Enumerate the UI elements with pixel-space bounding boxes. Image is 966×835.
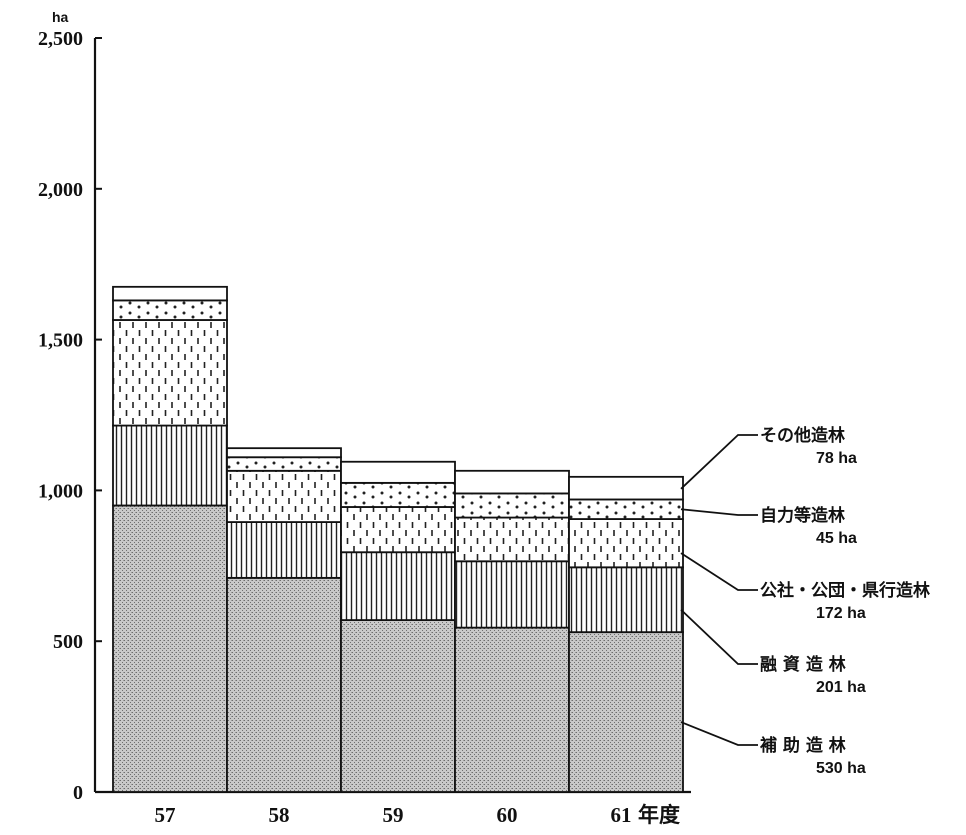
legend-value: 530 ha bbox=[816, 760, 866, 777]
legend-label: 補 助 造 林 bbox=[759, 735, 846, 756]
legend-leader-line bbox=[680, 609, 758, 665]
legend-value: 78 ha bbox=[816, 450, 857, 467]
bar-stack bbox=[454, 469, 570, 793]
bar-segment bbox=[454, 492, 570, 519]
bar-segment bbox=[454, 469, 570, 495]
x-tick-label: 59 bbox=[383, 803, 404, 827]
legend-value: 172 ha bbox=[816, 605, 866, 622]
bar-segment bbox=[568, 518, 684, 569]
legend-value: 201 ha bbox=[816, 679, 866, 696]
bar-segment bbox=[568, 498, 684, 520]
y-tick-label: 1,500 bbox=[38, 330, 83, 352]
bar-segment bbox=[112, 319, 228, 427]
x-unit-label: 年度 bbox=[638, 803, 680, 827]
y-tick-label: 500 bbox=[53, 631, 83, 653]
legend-label: 公社・公団・県行造林 bbox=[760, 580, 930, 601]
bar-segment bbox=[226, 521, 342, 579]
y-tick-label: 2,000 bbox=[38, 179, 83, 201]
legend-leader-line bbox=[680, 721, 758, 746]
bar-segment bbox=[568, 566, 684, 634]
legend-label: 融 資 造 林 bbox=[760, 654, 846, 675]
x-tick-label: 57 bbox=[155, 803, 176, 827]
legend-value: 45 ha bbox=[816, 530, 857, 547]
bar-stack bbox=[112, 285, 228, 793]
bar-segment bbox=[340, 460, 456, 484]
bar-segment bbox=[226, 447, 342, 459]
bar-segment bbox=[568, 631, 684, 793]
bar-segment bbox=[112, 424, 228, 507]
y-tick-label: 2,500 bbox=[38, 28, 83, 50]
legend-entry: 公社・公団・県行造林 172 ha bbox=[680, 552, 930, 622]
bar-stack bbox=[340, 460, 456, 793]
bar-segment bbox=[454, 560, 570, 629]
legend-leader-line bbox=[680, 508, 758, 516]
legend-entry: 補 助 造 林 530 ha bbox=[680, 721, 866, 777]
bar-segment bbox=[454, 626, 570, 793]
legend-leader-line bbox=[680, 552, 758, 591]
legend-entry: その他造林 78 ha bbox=[680, 425, 857, 490]
bar-segment bbox=[454, 516, 570, 563]
x-axis: 57 58 59 60 61 年度 bbox=[95, 790, 691, 827]
bar-stack bbox=[226, 447, 342, 793]
bar-stacks bbox=[112, 285, 684, 793]
x-tick-label: 61 bbox=[611, 803, 632, 827]
legend-label: その他造林 bbox=[760, 425, 845, 446]
x-tick-label: 58 bbox=[269, 803, 290, 827]
bar-segment bbox=[112, 285, 228, 302]
bar-segment bbox=[226, 576, 342, 793]
bar-segment bbox=[226, 456, 342, 472]
bar-segment bbox=[340, 481, 456, 508]
legend-entry: 融 資 造 林 201 ha bbox=[680, 609, 866, 696]
y-tick-label: 1,000 bbox=[38, 480, 83, 502]
y-tick-label: 0 bbox=[73, 782, 83, 804]
bar-segment bbox=[226, 469, 342, 523]
y-unit-label: ha bbox=[52, 9, 69, 25]
bar-segment bbox=[340, 551, 456, 621]
x-tick-label: 60 bbox=[497, 803, 518, 827]
bar-segment bbox=[340, 619, 456, 793]
bar-segment bbox=[568, 475, 684, 501]
bar-stack bbox=[568, 475, 684, 793]
legend-leader-line bbox=[680, 434, 758, 490]
bar-segment bbox=[112, 504, 228, 793]
y-axis: 0 500 1,000 1,500 2,000 2,500 bbox=[38, 28, 102, 804]
bar-segment bbox=[112, 299, 228, 321]
legend-entry: 自力等造林 45 ha bbox=[680, 505, 857, 547]
legend-label: 自力等造林 bbox=[760, 505, 845, 526]
bar-segment bbox=[340, 506, 456, 554]
